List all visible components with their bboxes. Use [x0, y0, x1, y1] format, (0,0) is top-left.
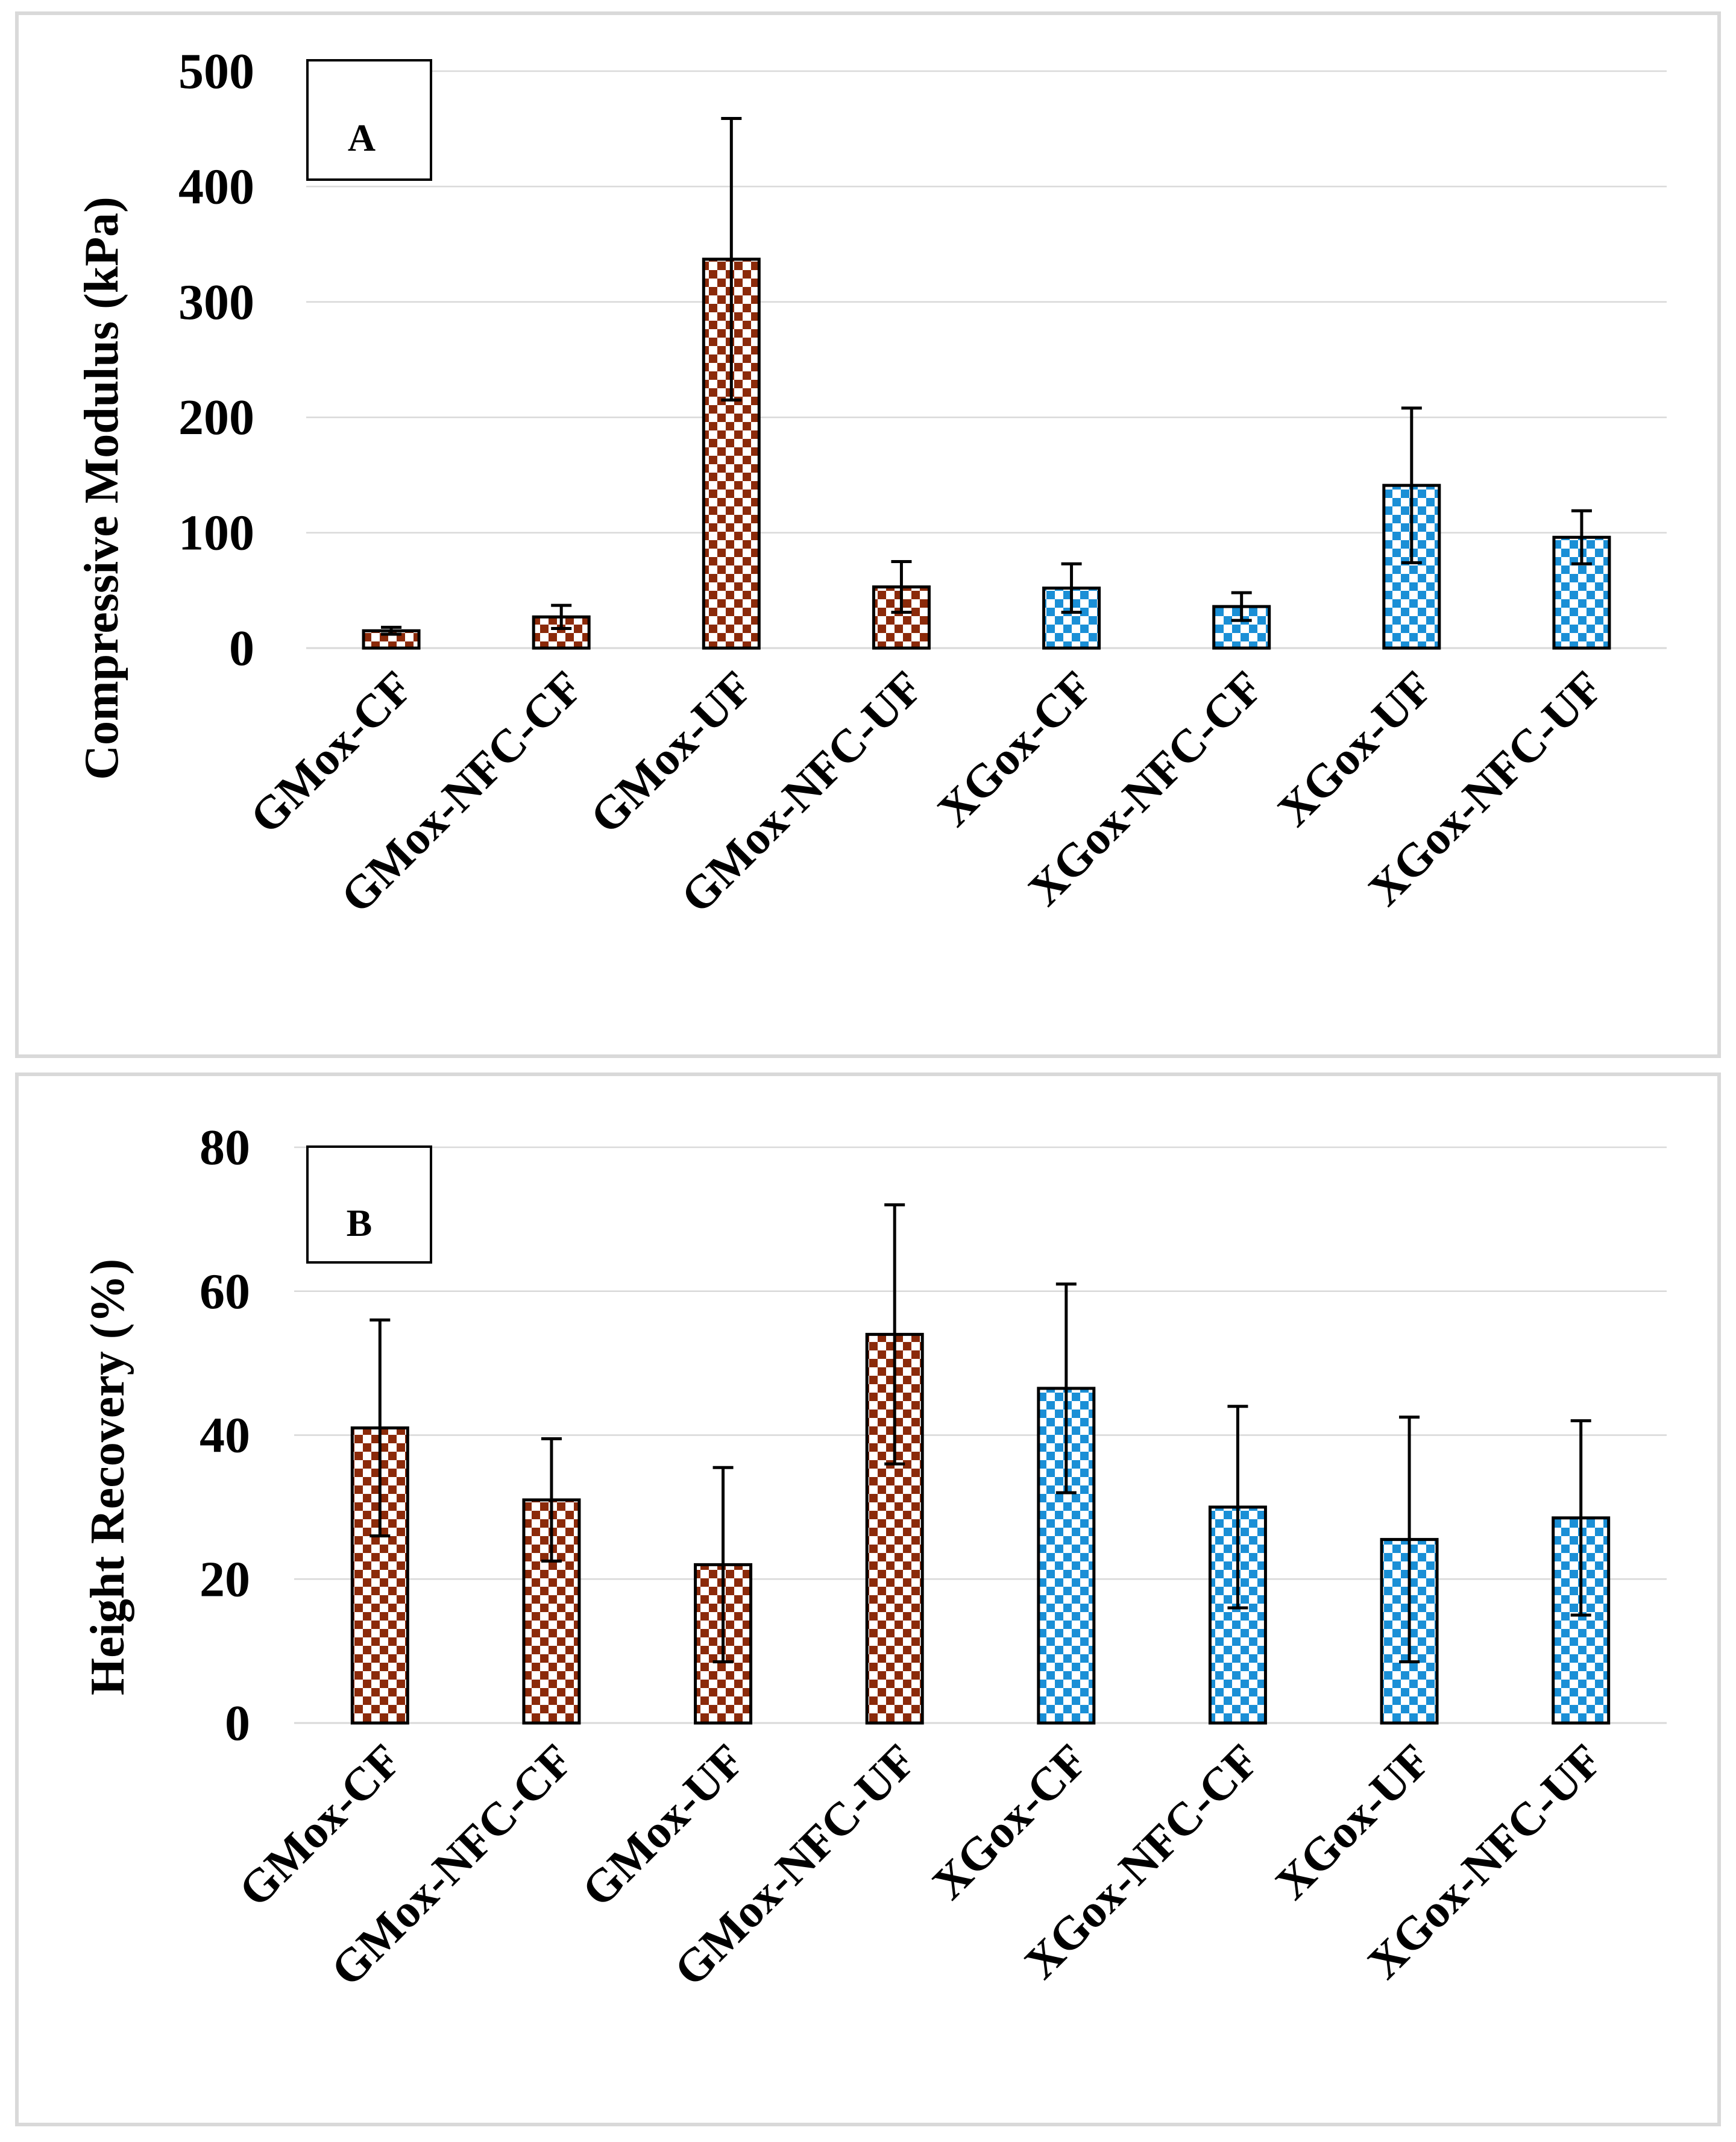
- error-bar: [712, 1466, 734, 1664]
- error-bar: [370, 1318, 391, 1538]
- error-bar: [1571, 509, 1592, 565]
- error-bar: [721, 116, 742, 402]
- y-tick-label: 0: [229, 620, 254, 676]
- y-tick-label: 300: [178, 274, 254, 330]
- y-tick-label: 60: [200, 1264, 250, 1320]
- error-bar: [381, 626, 402, 636]
- error-bar: [891, 559, 912, 614]
- panel-label-badge: B: [306, 1145, 432, 1264]
- panel-label: B: [347, 1202, 373, 1244]
- error-bar: [884, 1203, 905, 1466]
- error-bar: [551, 603, 572, 630]
- error-bar: [1570, 1419, 1591, 1617]
- y-tick-label: 0: [225, 1695, 250, 1751]
- error-bar: [1231, 591, 1252, 622]
- error-bar: [541, 1437, 562, 1563]
- error-bar: [1399, 1416, 1420, 1664]
- error-bar: [1061, 562, 1082, 614]
- y-tick-label: 20: [200, 1551, 250, 1607]
- error-bar: [1227, 1405, 1248, 1610]
- y-tick-label: 40: [200, 1408, 250, 1464]
- panel-label: A: [348, 116, 376, 159]
- y-tick-label: 100: [178, 505, 254, 561]
- y-tick-label: 80: [200, 1120, 250, 1176]
- panel-label-badge: A: [306, 59, 432, 181]
- error-bar: [1055, 1282, 1077, 1495]
- panel-a-frame: [15, 11, 1721, 1058]
- y-tick-label: 200: [178, 389, 254, 446]
- y-axis-label: Compressive Modulus (kPa): [75, 197, 128, 780]
- bar-xgox-nfc-cf: [1212, 605, 1271, 650]
- y-tick-label: 400: [178, 159, 254, 215]
- error-bar: [1401, 406, 1422, 564]
- y-axis-label: Height Recovery (%): [81, 1259, 134, 1695]
- y-tick-label: 500: [178, 43, 254, 99]
